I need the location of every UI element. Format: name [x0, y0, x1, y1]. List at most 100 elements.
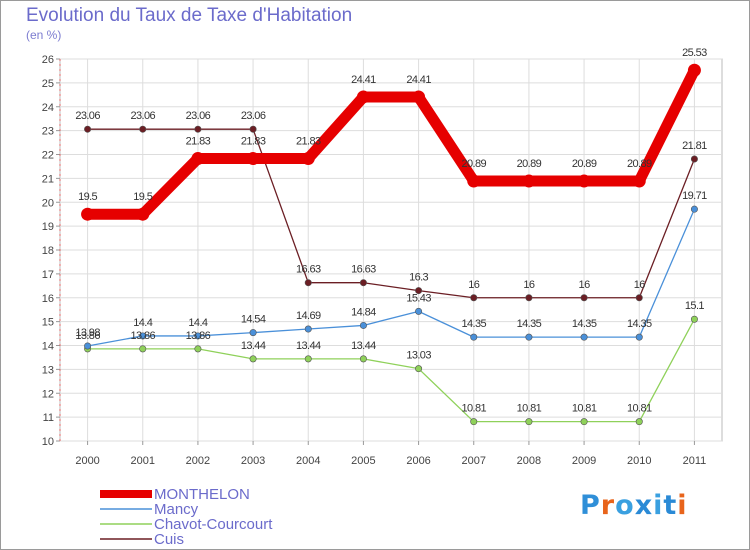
chart-title: Evolution du Taux de Taxe d'Habitation — [26, 5, 353, 26]
data-point-mancy — [415, 307, 423, 315]
chart-subtitle: (en %) — [26, 28, 62, 42]
data-point-chavot-courcourt — [635, 418, 643, 426]
data-label-cuis: 23.06 — [75, 110, 100, 122]
data-point-monthelon — [577, 174, 591, 188]
data-point-cuis — [470, 294, 478, 302]
logo-letter: i — [677, 490, 688, 521]
y-tick-label: 17 — [42, 269, 54, 281]
y-tick-label: 10 — [42, 436, 54, 448]
data-point-monthelon — [191, 152, 205, 166]
x-tick-label: 2003 — [241, 455, 265, 467]
data-point-monthelon — [467, 174, 481, 188]
data-point-cuis — [690, 155, 698, 163]
data-point-cuis — [304, 279, 312, 287]
data-point-cuis — [249, 125, 257, 133]
proxiti-logo: Proxiti — [580, 490, 688, 521]
series-line-chavot-courcourt — [87, 318, 695, 423]
legend-label-cuis: Cuis — [154, 531, 184, 548]
data-point-chavot-courcourt — [690, 315, 698, 323]
x-tick-label: 2007 — [462, 455, 486, 467]
logo-letter: t — [663, 490, 678, 521]
data-point-monthelon — [136, 207, 150, 221]
data-point-mancy — [194, 332, 202, 340]
data-label-mancy: 14.35 — [461, 318, 486, 330]
data-label-chavot-courcourt: 13.86 — [130, 330, 155, 342]
data-point-mancy — [304, 325, 312, 333]
logo-letter: i — [653, 490, 664, 521]
data-label-chavot-courcourt: 13.86 — [186, 330, 211, 342]
y-tick-label: 26 — [42, 54, 54, 66]
x-tick-label: 2000 — [75, 455, 99, 467]
data-label-monthelon: 21.83 — [296, 136, 321, 148]
data-label-mancy: 14.35 — [517, 318, 542, 330]
logo-letter: r — [600, 490, 616, 521]
data-label-cuis: 16.3 — [409, 272, 428, 284]
data-label-cuis: 21.81 — [682, 140, 707, 152]
data-point-monthelon — [81, 207, 95, 221]
data-label-monthelon: 19.5 — [78, 191, 97, 203]
data-point-cuis — [84, 125, 92, 133]
x-tick-label: 2008 — [517, 455, 541, 467]
y-tick-label: 25 — [42, 78, 54, 90]
x-tick-label: 2001 — [131, 455, 155, 467]
y-tick-label: 11 — [43, 412, 54, 424]
x-tick-label: 2009 — [572, 455, 596, 467]
data-point-mancy — [470, 333, 478, 341]
logo-letter: P — [580, 490, 601, 521]
series-line-monthelon — [87, 67, 700, 220]
data-label-cuis: 23.06 — [130, 110, 155, 122]
data-label-cuis: 16 — [468, 279, 480, 291]
y-tick-label: 19 — [42, 221, 54, 233]
legend-label-mancy: Mancy — [154, 501, 199, 518]
data-label-chavot-courcourt: 15.1 — [685, 300, 704, 312]
y-tick-label: 20 — [42, 197, 54, 209]
data-label-monthelon: 24.41 — [406, 74, 431, 86]
data-point-cuis — [525, 294, 533, 302]
data-label-chavot-courcourt: 10.81 — [517, 403, 542, 415]
data-point-monthelon — [412, 90, 426, 104]
y-tick-label: 14 — [42, 341, 54, 353]
data-point-cuis — [194, 125, 202, 133]
data-label-chavot-courcourt: 10.81 — [572, 403, 597, 415]
data-point-cuis — [415, 287, 423, 295]
data-point-monthelon — [687, 63, 701, 77]
data-label-cuis: 16.63 — [296, 264, 321, 276]
x-tick-label: 2002 — [186, 455, 210, 467]
data-point-chavot-courcourt — [194, 345, 202, 353]
data-point-cuis — [139, 125, 147, 133]
x-tick-label: 2006 — [406, 455, 430, 467]
data-point-cuis — [580, 294, 588, 302]
data-point-mancy — [84, 342, 92, 350]
data-point-chavot-courcourt — [359, 355, 367, 363]
data-label-cuis: 16.63 — [351, 264, 376, 276]
data-point-mancy — [580, 333, 588, 341]
data-label-chavot-courcourt: 13.44 — [351, 340, 376, 352]
x-tick-label: 2010 — [627, 455, 651, 467]
data-point-chavot-courcourt — [415, 365, 423, 373]
data-label-cuis: 23.06 — [186, 110, 211, 122]
y-tick-label: 21 — [42, 173, 54, 185]
data-label-mancy: 14.4 — [188, 317, 207, 329]
data-label-monthelon: 20.89 — [517, 158, 542, 170]
data-point-chavot-courcourt — [580, 418, 588, 426]
data-point-chavot-courcourt — [525, 418, 533, 426]
y-tick-label: 24 — [42, 102, 54, 114]
data-label-mancy: 13.98 — [75, 327, 100, 339]
data-point-chavot-courcourt — [470, 418, 478, 426]
data-label-chavot-courcourt: 13.44 — [241, 340, 266, 352]
legend-label-chavot-courcourt: Chavot-Courcourt — [154, 516, 273, 533]
series-line-cuis — [87, 128, 696, 299]
logo-letter: x — [634, 490, 654, 521]
x-tick-label: 2004 — [296, 455, 320, 467]
series-group — [81, 63, 701, 426]
data-point-chavot-courcourt — [304, 355, 312, 363]
y-tick-label: 18 — [42, 245, 54, 257]
data-label-monthelon: 25.53 — [682, 47, 707, 59]
legend-label-monthelon: MONTHELON — [154, 486, 250, 503]
data-label-monthelon: 21.83 — [241, 136, 266, 148]
data-label-monthelon: 20.89 — [572, 158, 597, 170]
x-tick-label: 2005 — [351, 455, 375, 467]
data-point-monthelon — [246, 152, 260, 166]
data-point-mancy — [249, 329, 257, 337]
